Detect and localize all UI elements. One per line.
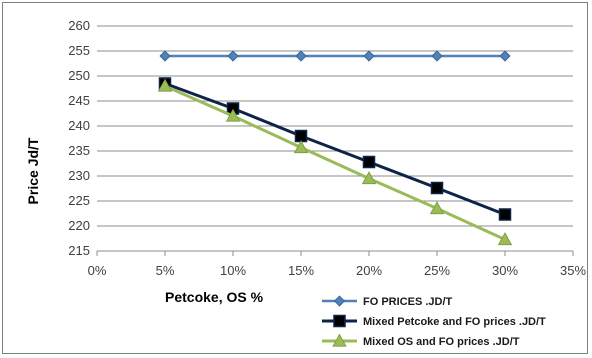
legend-item-1: FO PRICES .JD/T	[322, 295, 453, 308]
x-tick-label: 20%	[356, 263, 382, 278]
y-tick-label: 235	[68, 143, 90, 158]
x-tick-label: 0%	[88, 263, 107, 278]
data-point	[430, 181, 444, 195]
chart-frame	[2, 2, 588, 354]
data-point	[362, 155, 376, 169]
legend-marker	[332, 333, 347, 347]
data-point	[361, 171, 377, 185]
y-axis-title: Price Jd/T	[25, 137, 41, 204]
legend-item-2: Mixed Petcoke and FO prices .JD/T	[322, 314, 546, 328]
legend: FO PRICES .JD/T Mixed Petcoke and FO pric…	[322, 295, 546, 348]
y-tick-label: 230	[68, 168, 90, 183]
data-point	[294, 129, 308, 143]
series-line-2	[164, 82, 506, 216]
data-point	[499, 50, 511, 62]
legend-label: Mixed OS and FO prices .JD/T	[363, 336, 520, 348]
y-tick-label: 255	[68, 43, 90, 58]
series-line-3	[164, 84, 506, 241]
series-1	[159, 50, 511, 62]
gridlines	[97, 25, 573, 227]
x-tick-label: 5%	[156, 263, 175, 278]
data-point	[293, 140, 309, 154]
legend-marker	[333, 314, 346, 328]
x-tick-label: 25%	[424, 263, 450, 278]
data-point	[159, 50, 171, 62]
y-tick-labels: 215 220 225 230 235 240 245 250 255 260	[68, 18, 90, 258]
x-tick-label: 30%	[492, 263, 518, 278]
data-point	[225, 108, 241, 122]
y-tick-label: 215	[68, 243, 90, 258]
data-point	[295, 50, 307, 62]
y-tick-label: 260	[68, 18, 90, 33]
x-axis-title: Petcoke, OS %	[165, 289, 264, 305]
series-group	[157, 50, 513, 246]
legend-label: Mixed Petcoke and FO prices .JD/T	[363, 316, 546, 328]
data-point	[431, 50, 443, 62]
x-tick-labels: 0% 5% 10% 15% 20% 25% 30% 35%	[88, 263, 587, 278]
y-tick-label: 220	[68, 218, 90, 233]
x-tick-marks	[96, 251, 574, 256]
data-point	[157, 78, 173, 92]
legend-item-3: Mixed OS and FO prices .JD/T	[322, 333, 520, 348]
data-point	[363, 50, 375, 62]
legend-label: FO PRICES .JD/T	[363, 296, 453, 308]
x-tick-label: 15%	[288, 263, 314, 278]
data-point	[429, 201, 445, 215]
data-point	[227, 50, 239, 62]
series-2	[158, 77, 512, 221]
data-point	[498, 208, 512, 221]
y-tick-label: 225	[68, 193, 90, 208]
x-tick-label: 10%	[220, 263, 246, 278]
legend-marker	[333, 295, 346, 307]
y-tick-label: 245	[68, 93, 90, 108]
data-point	[497, 232, 513, 246]
x-tick-label: 35%	[560, 263, 586, 278]
y-tick-label: 250	[68, 68, 90, 83]
y-tick-label: 240	[68, 118, 90, 133]
series-3	[157, 78, 513, 246]
